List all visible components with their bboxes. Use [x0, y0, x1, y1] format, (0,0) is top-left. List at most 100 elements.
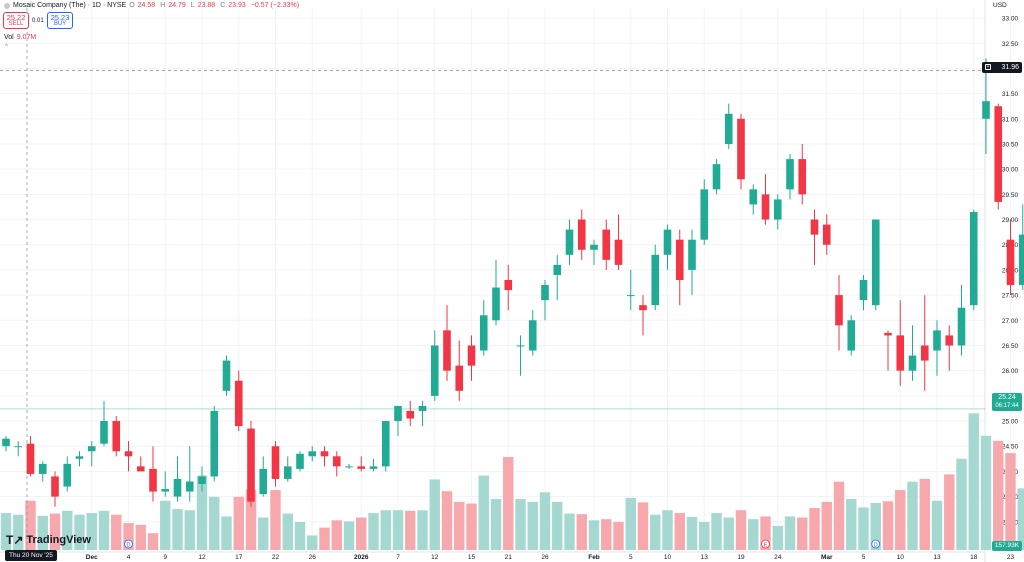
volume-bar	[735, 510, 747, 550]
volume-bar	[858, 507, 869, 550]
volume-bar	[821, 501, 832, 550]
volume-bar	[25, 500, 36, 550]
tradingview-logo[interactable]: T↗ TradingView	[6, 533, 91, 547]
high-value: 24.79	[168, 2, 186, 9]
sell-price: 25.22	[6, 13, 26, 22]
volume-bar	[699, 522, 710, 550]
candle-body	[247, 428, 255, 502]
candle-body	[234, 380, 243, 427]
volume-bar	[319, 527, 330, 550]
x-tick-label: 12	[431, 554, 439, 561]
candle-body	[51, 476, 59, 497]
candle-body	[1018, 234, 1024, 286]
volume-bar	[221, 516, 232, 550]
symbol-title[interactable]: Mosaic Company (The) · 1D · NYSE	[13, 2, 127, 9]
x-tick-label: 26	[309, 554, 317, 561]
candle-body	[957, 307, 966, 346]
close-label: C	[220, 2, 226, 9]
volume-bar	[466, 503, 477, 550]
volume-bar	[209, 496, 220, 550]
volume-bar	[503, 457, 514, 550]
volume-bar	[233, 496, 244, 550]
sell-button[interactable]: 25.22 SELL	[3, 12, 29, 29]
candle-body	[430, 345, 439, 396]
volume-bar	[564, 513, 575, 550]
volume-bar	[86, 513, 97, 550]
volume-bar	[980, 435, 992, 550]
candle-body	[332, 456, 341, 467]
volume-bar	[846, 499, 857, 550]
volume-bar	[907, 481, 918, 550]
event-marker-icon	[124, 539, 133, 549]
candle-body	[835, 295, 843, 326]
candle-body	[63, 463, 72, 487]
x-tick-label: 23	[1007, 554, 1015, 561]
volume-tag: 157.93K	[992, 541, 1022, 551]
volume-bar	[723, 517, 734, 550]
buy-button[interactable]: 25.23 BUY	[47, 12, 73, 29]
x-tick-label: 10	[664, 554, 672, 561]
volume-bar	[74, 514, 85, 550]
volume-bar	[662, 510, 673, 550]
plus-icon[interactable]: +	[985, 64, 991, 70]
candle-body	[786, 159, 794, 190]
spread-value: 0.01	[32, 18, 44, 24]
candle-body	[136, 466, 145, 472]
x-tick-label: 17	[235, 554, 243, 561]
currency-label[interactable]: USD	[993, 2, 1007, 9]
x-tick-label: 2026	[354, 554, 369, 561]
event-marker-icon	[871, 539, 881, 549]
candle-body	[663, 229, 672, 255]
volume-bar	[37, 515, 48, 550]
volume-bar	[62, 510, 73, 550]
candle-body	[737, 118, 745, 180]
candle-body	[675, 239, 684, 280]
candle-body	[100, 421, 108, 444]
candle-body	[198, 476, 206, 484]
candle-body	[908, 355, 917, 371]
open-label: O	[129, 2, 135, 9]
x-tick-label: 22	[272, 554, 280, 561]
volume-bar	[392, 510, 404, 550]
candle-body	[798, 159, 807, 195]
volume-bar	[919, 478, 930, 550]
volume-bar	[331, 520, 342, 550]
x-tick-label: 13	[933, 554, 941, 561]
x-tick-label: 5	[862, 554, 866, 561]
candle-body	[639, 305, 647, 311]
volume-bar	[711, 513, 722, 550]
candle-body	[651, 254, 660, 306]
candle-body	[896, 335, 905, 371]
volume-bar	[772, 525, 783, 550]
candle-body	[884, 332, 892, 336]
volume-bar	[111, 514, 122, 550]
volume-bar	[931, 500, 943, 550]
low-value: 23.88	[197, 2, 216, 9]
candle-body	[577, 219, 586, 250]
volume-bar	[552, 501, 563, 550]
volume-bar	[797, 517, 808, 550]
candle-body	[210, 410, 219, 477]
candle-body	[112, 421, 121, 452]
volume-bar	[429, 479, 440, 550]
candle-body	[871, 219, 880, 306]
sell-label: SELL	[8, 21, 24, 27]
last-price-tag: 25.24 06:17:44	[992, 393, 1022, 411]
volume-bar	[307, 535, 318, 550]
volume-bar	[674, 513, 685, 550]
candle-body	[504, 280, 513, 291]
x-tick-label: Dec	[86, 554, 98, 561]
volume-bar	[270, 490, 281, 550]
collapse-legend-icon[interactable]: ^	[5, 44, 8, 50]
x-tick-label: 21	[505, 554, 513, 561]
volume-bar	[956, 458, 967, 550]
x-tick-label: 4	[127, 554, 131, 561]
candle-body	[761, 194, 770, 220]
x-tick-label: 26	[541, 554, 549, 561]
volume-bar	[478, 475, 489, 550]
high-label: H	[160, 2, 166, 9]
crosshair-price-tag: + 31.96	[982, 62, 1022, 73]
candle-body	[296, 453, 304, 469]
volume-bar	[417, 510, 428, 550]
